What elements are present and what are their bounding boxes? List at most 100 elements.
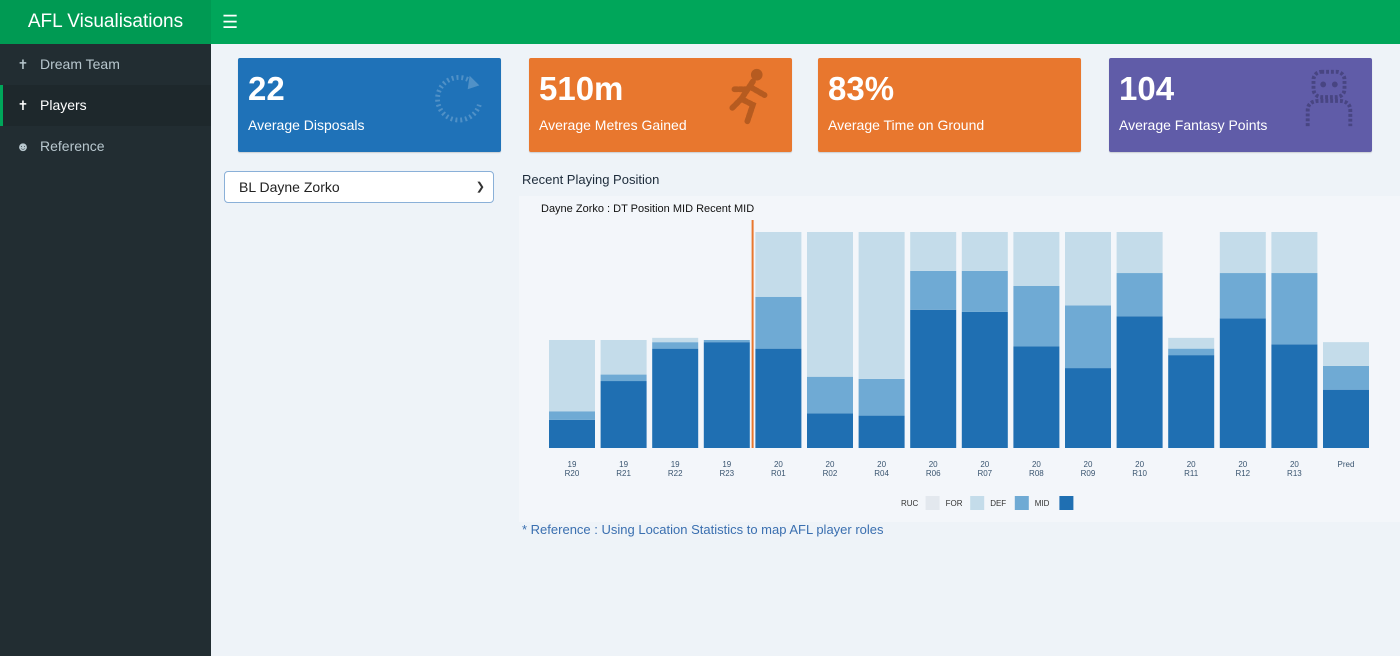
bar-for-13 <box>1219 232 1266 274</box>
x-tick-label: R06 <box>926 469 941 478</box>
value-box-number: 83% <box>828 70 895 107</box>
x-tick-label: 20 <box>1084 460 1093 469</box>
sidebar-item-label: Dream Team <box>40 56 120 72</box>
legend-label-ruc: RUC <box>901 499 919 508</box>
bar-for-15 <box>1323 342 1369 366</box>
sidebar-item-players[interactable]: ✝ Players <box>0 85 211 126</box>
bar-mid-12 <box>1168 355 1215 448</box>
bar-def-3 <box>703 340 750 343</box>
x-tick-label: 20 <box>877 460 886 469</box>
running-icon <box>728 68 768 126</box>
bar-for-14 <box>1271 232 1318 274</box>
bar-def-12 <box>1168 348 1215 356</box>
bar-def-7 <box>910 270 957 310</box>
smile-icon: ☻ <box>16 139 30 154</box>
x-tick-label: R04 <box>874 469 889 478</box>
chart-svg: Dayne Zorko : DT Position MID Recent MID… <box>541 203 1369 510</box>
value-box-time-on-ground: 83% Average Time on Ground <box>818 58 1081 152</box>
x-tick-label: Pred <box>1338 460 1355 469</box>
person-icon: ✝ <box>17 57 29 72</box>
x-tick-label: 19 <box>568 460 577 469</box>
bar-for-0 <box>549 340 595 412</box>
x-tick-label: 20 <box>1238 460 1247 469</box>
x-tick-label: 19 <box>619 460 628 469</box>
bar-def-5 <box>807 376 853 414</box>
bar-mid-0 <box>549 419 595 448</box>
bar-mid-8 <box>961 311 1008 448</box>
bar-mid-13 <box>1219 318 1266 448</box>
x-tick-label: R08 <box>1029 469 1044 478</box>
refresh-icon <box>435 75 482 123</box>
bar-def-10 <box>1065 305 1111 369</box>
bar-for-5 <box>807 232 853 377</box>
legend-label-def: DEF <box>990 499 1006 508</box>
x-tick-label: 19 <box>671 460 680 469</box>
legend-swatch-for <box>970 496 985 510</box>
bar-def-15 <box>1323 365 1369 390</box>
sidebar: ✝ Dream Team ✝ Players ☻ Reference <box>0 44 211 656</box>
x-tick-label: R01 <box>771 469 786 478</box>
bar-mid-3 <box>703 342 750 448</box>
sidebar-item-dream-team[interactable]: ✝ Dream Team <box>0 44 211 85</box>
x-tick-label: R20 <box>565 469 580 478</box>
x-tick-label: R10 <box>1132 469 1147 478</box>
x-tick-label: R11 <box>1184 469 1199 478</box>
x-tick-label: R23 <box>719 469 734 478</box>
x-tick-label: R09 <box>1081 469 1096 478</box>
value-box-label: Average Fantasy Points <box>1119 117 1268 133</box>
x-tick-label: R13 <box>1287 469 1302 478</box>
value-box-fantasy-points: 104 Average Fantasy Points <box>1109 58 1372 152</box>
x-tick-label: 20 <box>826 460 835 469</box>
value-box-label: Average Disposals <box>248 117 365 133</box>
app-title[interactable]: AFL Visualisations <box>0 0 211 44</box>
bar-def-1 <box>600 374 647 382</box>
bar-for-4 <box>755 232 802 297</box>
reference-link[interactable]: * Reference : Using Location Statistics … <box>522 522 884 537</box>
x-tick-label: 20 <box>1135 460 1144 469</box>
x-tick-label: 20 <box>1290 460 1299 469</box>
top-header: AFL Visualisations ☰ <box>0 0 1400 44</box>
main-content: 22 Average Disposals 510m Average Metres… <box>211 44 1400 656</box>
chevron-down-icon: ❯ <box>475 181 485 193</box>
bar-for-2 <box>652 337 699 343</box>
sidebar-item-label: Reference <box>40 138 105 154</box>
chart-section-title: Recent Playing Position <box>522 172 660 187</box>
bar-mid-2 <box>652 348 699 448</box>
bar-def-0 <box>549 411 595 420</box>
playing-position-chart: Dayne Zorko : DT Position MID Recent MID… <box>519 196 1400 522</box>
x-tick-label: 19 <box>722 460 731 469</box>
value-box-metres-gained: 510m Average Metres Gained <box>529 58 792 152</box>
value-box-number: 510m <box>539 70 624 107</box>
bar-mid-6 <box>858 415 905 448</box>
bar-def-2 <box>652 342 699 349</box>
bar-mid-14 <box>1271 344 1318 448</box>
bar-for-11 <box>1116 232 1163 274</box>
player-select-value: BL Dayne Zorko <box>239 179 340 195</box>
bar-def-13 <box>1219 273 1266 319</box>
x-tick-label: 20 <box>980 460 989 469</box>
bar-mid-4 <box>755 348 802 448</box>
value-box-disposals: 22 Average Disposals <box>238 58 501 152</box>
person-icon: ✝ <box>17 98 29 113</box>
legend-swatch-mid <box>1059 496 1074 510</box>
bar-for-12 <box>1168 337 1215 349</box>
bar-mid-7 <box>910 309 957 448</box>
player-select[interactable]: BL Dayne Zorko ❯ <box>224 171 494 203</box>
x-tick-label: 20 <box>1032 460 1041 469</box>
x-tick-label: R21 <box>616 469 631 478</box>
bar-mid-5 <box>807 413 853 448</box>
bar-def-11 <box>1116 273 1163 317</box>
bar-mid-1 <box>600 381 647 448</box>
bar-mid-10 <box>1065 368 1111 448</box>
bar-for-10 <box>1065 232 1111 306</box>
bar-for-7 <box>910 232 957 271</box>
sidebar-item-reference[interactable]: ☻ Reference <box>0 126 211 167</box>
x-tick-label: 20 <box>929 460 938 469</box>
bar-mid-11 <box>1116 316 1163 448</box>
robot-icon <box>1305 69 1353 127</box>
legend-swatch-def <box>1014 496 1029 510</box>
hamburger-menu-icon[interactable]: ☰ <box>222 12 239 32</box>
bar-for-6 <box>858 232 905 379</box>
x-tick-label: R22 <box>668 469 683 478</box>
x-tick-label: R07 <box>977 469 992 478</box>
